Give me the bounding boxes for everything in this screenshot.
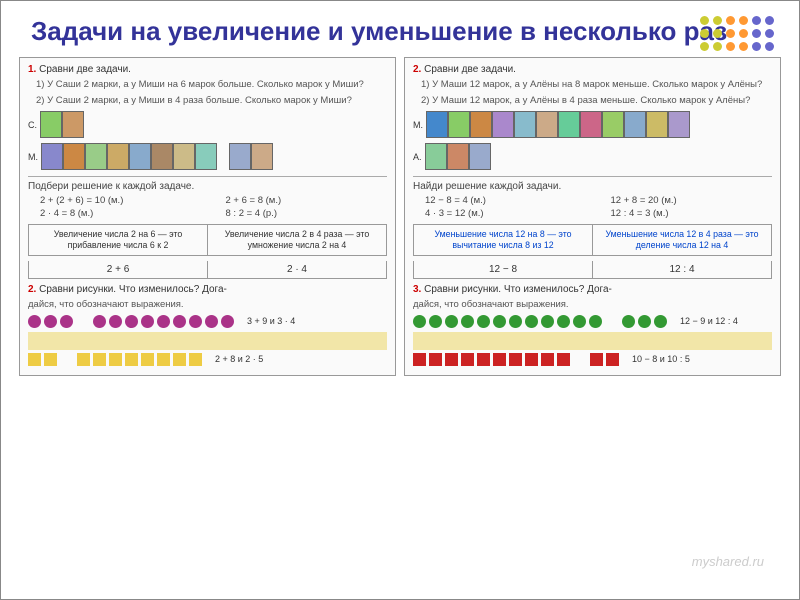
- stamp-icon: [426, 111, 448, 138]
- row-label: М.: [413, 120, 423, 130]
- expression: 2 + 8 и 2 · 5: [215, 354, 263, 364]
- stamp-icon: [229, 143, 251, 170]
- left-column: 1. Сравни две задачи. 1) У Саши 2 марки,…: [19, 57, 396, 375]
- stamp-icon: [469, 143, 491, 170]
- rule-cell: Уменьшение числа 12 на 8 — это вычитание…: [414, 225, 593, 255]
- task-heading: Сравни две задачи.: [424, 64, 516, 75]
- task-heading: Сравни рисунки. Что изменилось? Дога-: [424, 284, 612, 295]
- right-column: 2. Сравни две задачи. 1) У Маши 12 марок…: [404, 57, 781, 375]
- subheading: Подбери решение к каждой задаче.: [28, 181, 387, 192]
- task-text: дайся, что обозначают выражения.: [28, 299, 387, 312]
- stamp-icon: [63, 143, 85, 170]
- rule-footer: 12 − 8: [414, 261, 593, 278]
- stamp-icon: [40, 111, 62, 138]
- row-label: С.: [28, 120, 37, 130]
- task-heading: Сравни рисунки. Что изменилось? Дога-: [39, 284, 227, 295]
- rule-cell: Увеличение числа 2 на 6 — это прибавлени…: [29, 225, 208, 255]
- stamp-icon: [85, 143, 107, 170]
- row-label: А.: [413, 152, 422, 162]
- row-label: М.: [28, 152, 38, 162]
- task-number: 2.: [28, 284, 36, 295]
- stamp-icon: [448, 111, 470, 138]
- rule-footer: 2 + 6: [29, 261, 208, 278]
- task-heading: Сравни две задачи.: [39, 64, 131, 75]
- stamp-icon: [646, 111, 668, 138]
- stamp-icon: [492, 111, 514, 138]
- stamp-icon: [602, 111, 624, 138]
- stamp-icon: [251, 143, 273, 170]
- stamp-icon: [668, 111, 690, 138]
- watermark: myshared.ru: [692, 554, 764, 569]
- slide-title: Задачи на увеличение и уменьшение в неск…: [31, 16, 769, 47]
- equation: 2 · 4 = 8 (м.): [28, 208, 202, 219]
- stamp-icon: [624, 111, 646, 138]
- expression: 12 − 9 и 12 : 4: [680, 316, 738, 326]
- rule-cell: Увеличение числа 2 в 4 раза — это умноже…: [208, 225, 386, 255]
- stamp-icon: [151, 143, 173, 170]
- equation: 4 · 3 = 12 (м.): [413, 208, 587, 219]
- decorative-dots: [700, 16, 774, 55]
- equation: 8 : 2 = 4 (р.): [214, 208, 388, 219]
- rule-footer: 2 · 4: [208, 261, 386, 278]
- stamp-icon: [173, 143, 195, 170]
- expression: 10 − 8 и 10 : 5: [632, 354, 690, 364]
- accent-bar: [28, 332, 387, 350]
- equation: 12 : 4 = 3 (м.): [599, 208, 773, 219]
- task-text: 1) У Маши 12 марок, а у Алёны на 8 марок…: [413, 79, 772, 92]
- equation: 12 − 8 = 4 (м.): [413, 195, 587, 206]
- task-number: 3.: [413, 284, 421, 295]
- task-text: 2) У Саши 2 марки, а у Миши в 4 раза бол…: [28, 95, 387, 108]
- task-number: 2.: [413, 64, 421, 75]
- equation: 12 + 8 = 20 (м.): [599, 195, 773, 206]
- stamp-icon: [470, 111, 492, 138]
- task-text: 1) У Саши 2 марки, а у Миши на 6 марок б…: [28, 79, 387, 92]
- stamp-icon: [129, 143, 151, 170]
- rule-cell: Уменьшение числа 12 в 4 раза — это делен…: [593, 225, 771, 255]
- stamp-icon: [514, 111, 536, 138]
- stamp-icon: [447, 143, 469, 170]
- accent-bar: [413, 332, 772, 350]
- subheading: Найди решение каждой задачи.: [413, 181, 772, 192]
- stamp-icon: [536, 111, 558, 138]
- stamp-icon: [580, 111, 602, 138]
- task-text: 2) У Маши 12 марок, а у Алёны в 4 раза м…: [413, 95, 772, 108]
- rule-footer: 12 : 4: [593, 261, 771, 278]
- equation: 2 + 6 = 8 (м.): [214, 195, 388, 206]
- stamp-icon: [41, 143, 63, 170]
- stamp-icon: [107, 143, 129, 170]
- stamp-icon: [425, 143, 447, 170]
- expression: 3 + 9 и 3 · 4: [247, 316, 295, 326]
- stamp-icon: [558, 111, 580, 138]
- task-text: дайся, что обозначают выражения.: [413, 299, 772, 312]
- stamp-icon: [195, 143, 217, 170]
- equation: 2 + (2 + 6) = 10 (м.): [28, 195, 202, 206]
- stamp-icon: [62, 111, 84, 138]
- task-number: 1.: [28, 64, 36, 75]
